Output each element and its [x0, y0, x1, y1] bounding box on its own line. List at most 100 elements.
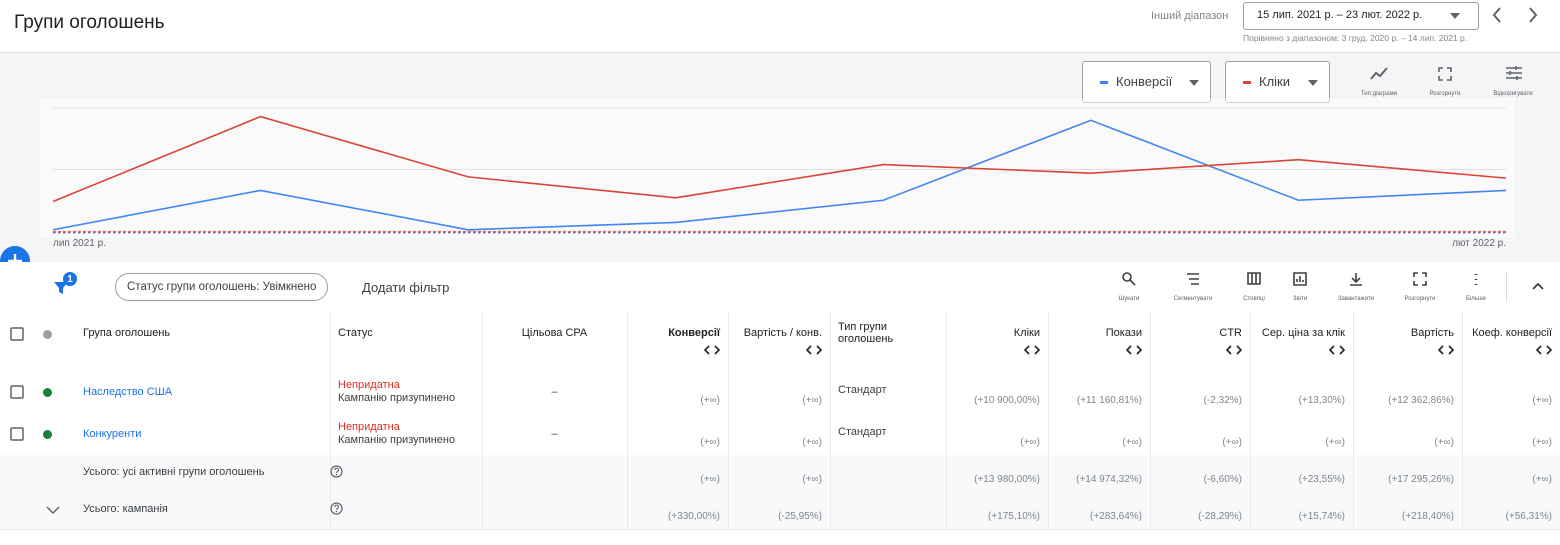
cell-value: (+56,31%) — [1505, 511, 1552, 522]
table: Група оголошень Статус Цільова CPA Конверсі… — [0, 313, 1560, 530]
col-divider — [1048, 455, 1049, 492]
cell-value: (-25,95%) — [778, 511, 822, 522]
sort-icon[interactable] — [1024, 345, 1040, 355]
cell-value: (+∞) — [700, 474, 720, 485]
col-divider — [1150, 371, 1151, 413]
tool-icon[interactable] — [1413, 272, 1427, 286]
plot-area — [40, 98, 1515, 238]
sort-icon[interactable] — [1329, 345, 1345, 355]
checkbox[interactable] — [10, 427, 24, 441]
cell-value: (+330,00%) — [668, 511, 720, 522]
row-name: Наследство США — [83, 386, 173, 398]
icon-shape — [1350, 273, 1362, 286]
tool-icon[interactable] — [1247, 272, 1261, 286]
series-line — [52, 119, 1507, 231]
tool-label: Шукати — [1118, 296, 1140, 302]
column-header: CTR — [1219, 327, 1242, 339]
col-divider — [1150, 455, 1151, 492]
help-icon[interactable] — [330, 502, 343, 515]
adjust-icon[interactable] — [1505, 65, 1523, 81]
status-text: Непридатна — [338, 421, 400, 433]
tool-label: Стовпці — [1243, 296, 1265, 302]
x-tick-label: лют 2022 р. — [1452, 238, 1506, 249]
col-divider — [330, 455, 331, 492]
col-divider — [1250, 313, 1251, 371]
add-filter[interactable]: Додати фільтр — [362, 280, 450, 295]
icon-shape — [1329, 345, 1345, 355]
sort-icon[interactable] — [806, 345, 822, 355]
col-divider — [330, 492, 331, 529]
tool-icon[interactable] — [1122, 272, 1136, 286]
filter-chip[interactable]: Статус групи оголошень: Увімкнено — [115, 273, 329, 301]
dropdown-icon — [1308, 80, 1318, 86]
tool-icon[interactable] — [1349, 272, 1363, 286]
col-divider — [946, 455, 947, 492]
cell-value: – — [551, 386, 558, 398]
cell-value: Стандарт — [838, 384, 887, 396]
cell-value: (+∞) — [700, 437, 720, 448]
date-range: 15 лип. 2021 р. – 23 лют. 2022 р. — [1257, 9, 1423, 21]
help-icon[interactable] — [330, 465, 343, 478]
col-divider — [627, 492, 628, 529]
cell-value: (+15,74%) — [1298, 511, 1345, 522]
col-divider — [482, 413, 483, 455]
date-picker[interactable]: 15 лип. 2021 р. – 23 лют. 2022 р. — [1243, 2, 1479, 30]
filter-icon[interactable] — [52, 272, 78, 298]
tool-icon[interactable] — [1186, 272, 1200, 286]
icon-shape — [46, 506, 60, 514]
checkbox[interactable] — [10, 385, 24, 399]
icon-shape — [1024, 345, 1040, 355]
tool-label: Більше — [1465, 296, 1487, 302]
tool-icon[interactable] — [1293, 272, 1307, 286]
sort-icon[interactable] — [1438, 345, 1454, 355]
cell-value: (+∞) — [1325, 437, 1345, 448]
column-header: Коеф. конверсії — [1472, 327, 1552, 339]
col-divider — [728, 413, 729, 455]
icon-shape — [1293, 272, 1307, 286]
col-divider — [1048, 413, 1049, 455]
col-divider — [728, 313, 729, 371]
cell-value: (+23,55%) — [1298, 474, 1345, 485]
column-header: Статус — [338, 327, 373, 339]
legend-label: Кліки — [1259, 74, 1290, 89]
col-divider — [1150, 313, 1151, 371]
column-header: Цільова CPA — [521, 327, 588, 339]
divider — [1506, 272, 1507, 302]
checkbox[interactable] — [10, 327, 24, 341]
col-divider — [830, 455, 831, 492]
metric1-selector[interactable]: Конверсії — [1082, 61, 1211, 103]
sort-icon[interactable] — [704, 345, 720, 355]
dropdown-icon — [1189, 80, 1199, 86]
cell-value: Стандарт — [838, 426, 887, 438]
expand-icon[interactable] — [1438, 67, 1452, 81]
data-row — [0, 413, 1560, 456]
tool-icon[interactable] — [1469, 272, 1483, 286]
checkbox-box — [10, 427, 24, 441]
status-dot — [43, 388, 52, 397]
cell-value: (+∞) — [1532, 395, 1552, 406]
range-label: Інший діапазон — [1151, 10, 1229, 22]
col-divider — [830, 313, 831, 371]
col-divider — [330, 313, 331, 371]
cell-value: (+∞) — [1222, 437, 1242, 448]
cell-value: (+∞) — [1532, 474, 1552, 485]
series-line — [52, 115, 1507, 203]
sort-icon[interactable] — [1226, 345, 1242, 355]
compare-range: Порівняно з діапазоном: 3 груд. 2020 р. … — [1243, 33, 1468, 43]
col-divider — [728, 455, 729, 492]
range-nav[interactable] — [1490, 6, 1550, 24]
cell-value: (+175,10%) — [988, 511, 1040, 522]
chart-type-icon[interactable] — [1370, 67, 1388, 81]
cell-value: (-28,29%) — [1198, 511, 1242, 522]
cell-value: (+∞) — [802, 474, 822, 485]
sort-icon[interactable] — [1536, 345, 1552, 355]
cell-value: (+12 362,86%) — [1388, 395, 1454, 406]
sort-icon[interactable] — [1126, 345, 1142, 355]
icon-shape — [334, 504, 339, 510]
expand-row-icon[interactable] — [46, 506, 60, 514]
cell-value: (+283,64%) — [1090, 511, 1142, 522]
col-divider — [946, 413, 947, 455]
col-divider — [330, 371, 331, 413]
collapse-icon[interactable] — [1532, 282, 1544, 290]
filter-bar: 1 Статус групи оголошень: Увімкнено Дода… — [0, 262, 1560, 313]
